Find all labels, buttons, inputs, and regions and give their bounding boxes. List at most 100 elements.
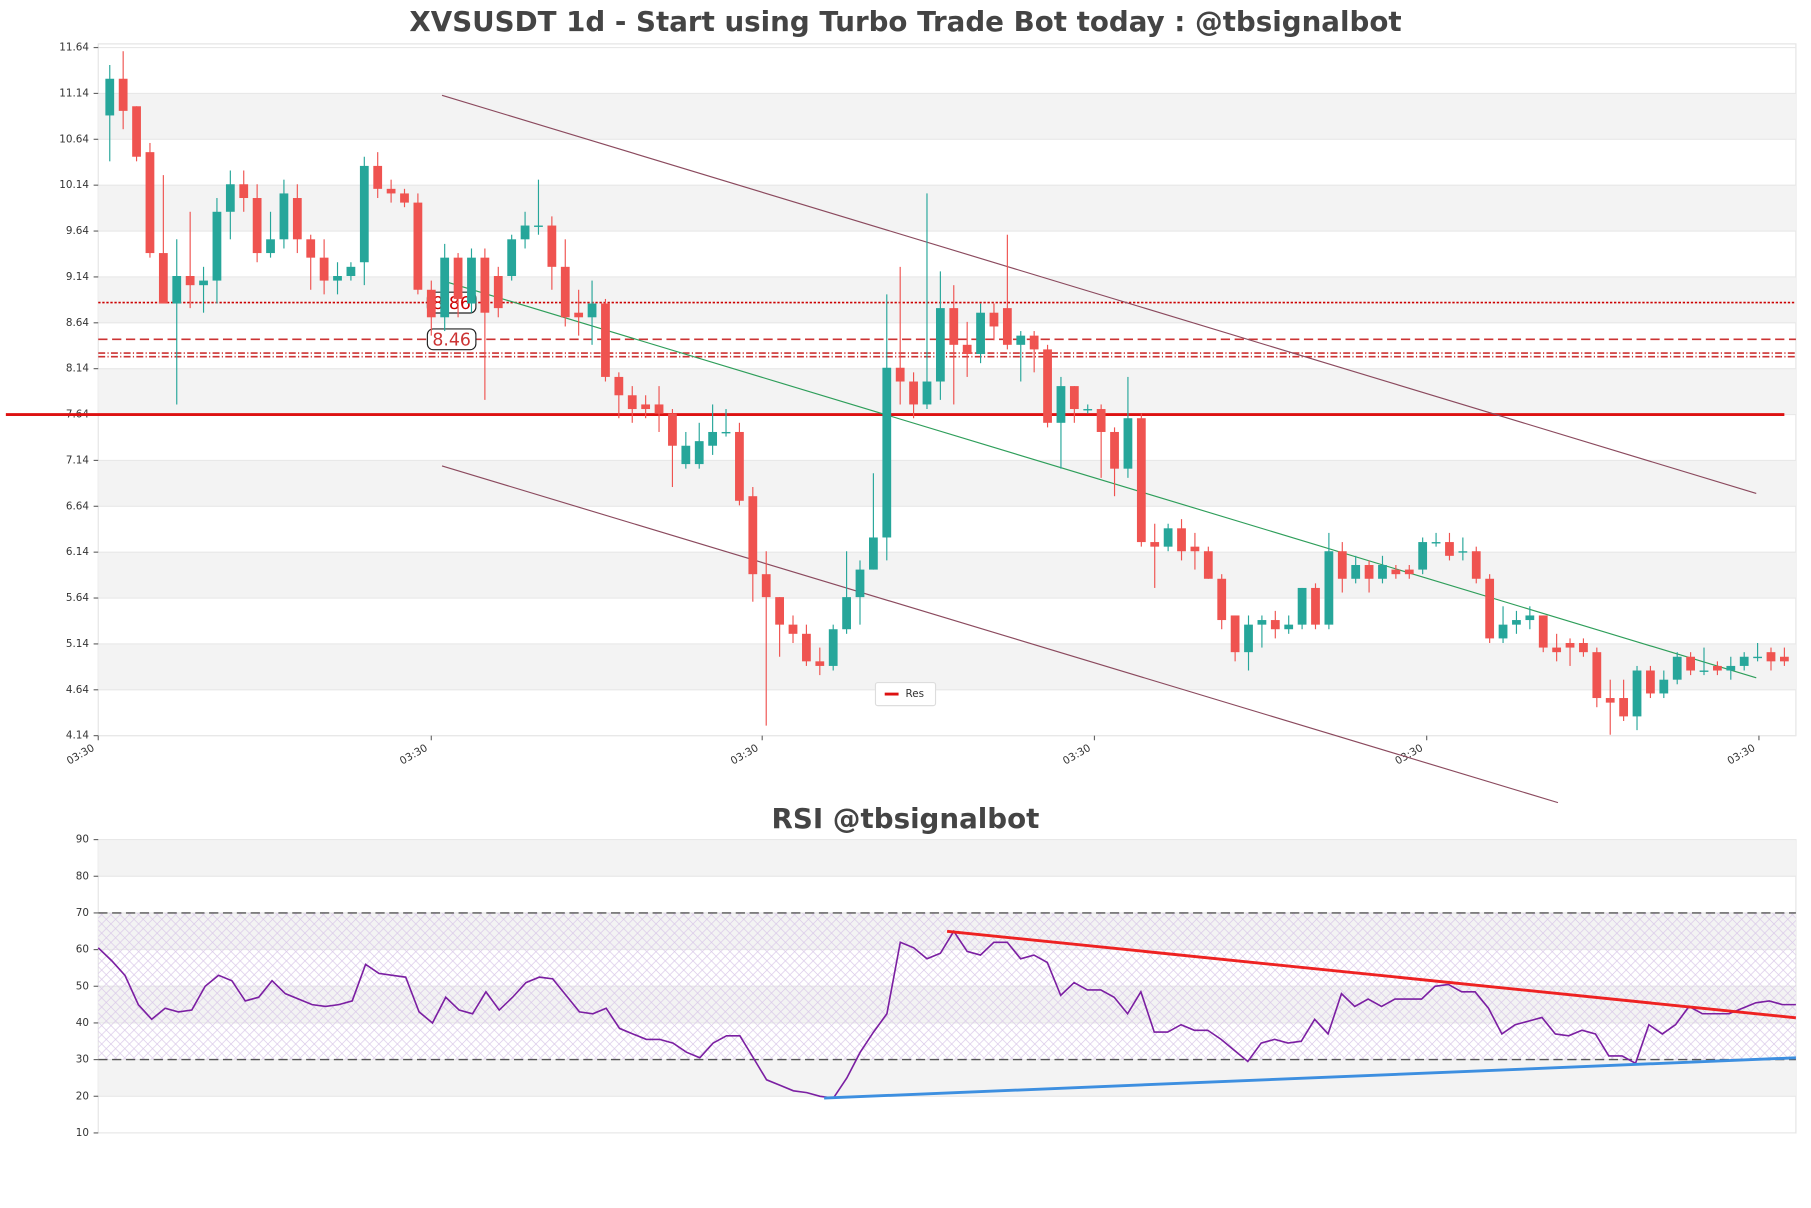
grid-band [98, 368, 1796, 415]
candle-body [869, 537, 878, 570]
price-label: 8.86 [432, 294, 471, 314]
candle-body [158, 253, 168, 304]
candle-body [735, 431, 744, 501]
candle-body [641, 404, 651, 410]
candle-body [1605, 698, 1615, 703]
grid-band [98, 93, 1796, 140]
candle-body [507, 239, 517, 277]
y-tick-label: 20 [76, 1090, 89, 1102]
candle-body [828, 629, 838, 666]
rsi-title: RSI @tbsignalbot [772, 802, 1040, 835]
candle-body [1431, 542, 1441, 544]
candle-body [1136, 418, 1146, 543]
candle-body [842, 597, 851, 630]
x-tick-label: 03:30 [729, 742, 761, 767]
candle-body [1713, 665, 1722, 671]
candle-body [1619, 698, 1629, 717]
candle-body [1686, 656, 1695, 671]
candle-body [976, 312, 985, 354]
candle-body [252, 198, 262, 254]
candle-body [1016, 335, 1026, 345]
grid-band [98, 185, 1796, 232]
y-tick-label: 4.64 [66, 684, 89, 696]
candle-body [1110, 431, 1119, 469]
candle-body [225, 184, 235, 212]
price-label: 8.46 [432, 330, 471, 350]
candle-body [1766, 652, 1776, 662]
candle-body [855, 569, 865, 598]
y-tick-label: 8.14 [66, 363, 89, 375]
candle-body [1311, 587, 1320, 625]
y-tick-label: 50 [76, 980, 89, 992]
candle-body [802, 633, 811, 662]
candle-body [1190, 546, 1200, 552]
candle-body [534, 225, 543, 227]
candle-body [895, 367, 905, 382]
candle-body [909, 381, 918, 405]
y-tick-label: 5.14 [66, 638, 89, 650]
x-tick-label: 03:30 [398, 742, 430, 767]
candle-body [292, 198, 302, 240]
candle-body [1552, 647, 1562, 653]
rsi-zone [98, 912, 1796, 1060]
candle-body [1096, 409, 1106, 432]
candle-body [1217, 578, 1227, 621]
candle-body [400, 193, 409, 203]
candle-body [185, 276, 195, 286]
candle-body [1378, 565, 1387, 579]
candle-body [1244, 624, 1253, 653]
y-tick-label: 10 [76, 1127, 89, 1139]
candle-body [1203, 551, 1213, 579]
candle-body [949, 308, 959, 345]
candle-body [1177, 528, 1186, 552]
candle-body [614, 376, 624, 396]
candle-body [922, 381, 932, 405]
candle-body [587, 303, 597, 318]
candle-body [1445, 542, 1454, 556]
candle-body [1002, 308, 1012, 345]
candle-body [467, 257, 476, 304]
candle-body [319, 257, 329, 281]
trend-line [441, 94, 1757, 494]
y-tick-label: 10.64 [59, 133, 89, 145]
candle-body [1632, 670, 1642, 717]
candle-body [1029, 335, 1039, 350]
candle-body [1592, 652, 1602, 699]
candle-body [1485, 578, 1495, 639]
candle-body [1150, 542, 1160, 547]
trend-line [441, 465, 1559, 804]
candle-body [373, 165, 383, 189]
candle-body [1565, 642, 1575, 648]
candle-body [266, 239, 275, 254]
x-tick-label: 03:30 [65, 742, 97, 767]
candle-body [935, 308, 945, 382]
candle-body [118, 78, 128, 111]
trend-line [824, 1056, 1796, 1100]
candle-body [1230, 615, 1240, 653]
candle-body [1525, 615, 1535, 621]
candle-body [1753, 656, 1762, 659]
candle-body [1364, 565, 1374, 579]
candle-body [520, 225, 530, 240]
candle-body [882, 367, 892, 538]
y-tick-label: 9.14 [66, 271, 89, 283]
price-label-box [426, 328, 477, 351]
candle-body [654, 404, 664, 414]
candle-body [668, 413, 677, 446]
y-tick-label: 90 [76, 834, 89, 846]
chart-title: XVSUSDT 1d - Start using Turbo Trade Bot… [409, 5, 1401, 38]
candle-body [413, 202, 423, 290]
candle-body [1418, 542, 1428, 570]
candle-body [1337, 551, 1347, 579]
candle-body [279, 193, 289, 240]
candle-body [708, 431, 718, 446]
trend-line [946, 929, 1797, 1020]
x-tick-label: 03:30 [1061, 742, 1093, 767]
y-tick-label: 8.64 [66, 317, 89, 329]
y-tick-label: 6.14 [66, 546, 89, 558]
y-tick-label: 7.14 [66, 454, 89, 466]
candle-body [601, 303, 610, 377]
candle-body [681, 445, 691, 465]
candle-body [560, 266, 570, 318]
candle-body [1056, 386, 1066, 423]
